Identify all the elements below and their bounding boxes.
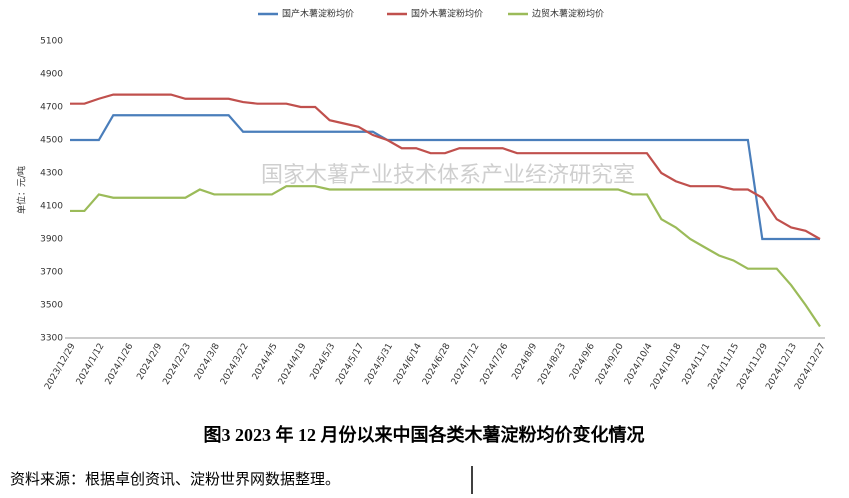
y-tick-label: 3900 — [40, 235, 63, 245]
series-line — [70, 93, 821, 240]
caption: 图3 2023 年 12 月份以来中国各类木薯淀粉均价变化情况 — [204, 424, 645, 445]
x-tick-label: 2024/7/26 — [479, 342, 511, 387]
y-tick-label: 4100 — [40, 202, 63, 212]
y-tick-label: 3700 — [40, 268, 63, 278]
x-tick-label: 2024/8/23 — [536, 342, 568, 387]
x-tick-label: 2024/5/3 — [309, 342, 338, 382]
x-tick-label: 2024/3/8 — [193, 342, 222, 382]
x-tick-label: 2024/9/20 — [594, 342, 626, 387]
y-tick-label: 4900 — [40, 70, 63, 80]
x-tick-label: 2024/4/19 — [277, 342, 309, 387]
series-line — [70, 185, 821, 328]
series-line — [70, 114, 820, 241]
x-tick-label: 2024/9/6 — [568, 342, 597, 382]
x-tick-label: 2024/12/27 — [793, 342, 828, 392]
x-tick-label: 2024/1/12 — [75, 342, 107, 387]
x-tick-label: 2024/5/17 — [334, 342, 366, 387]
source: 资料来源：根据卓创资讯、淀粉世界网数据整理。 — [10, 470, 340, 488]
y-tick-label: 4300 — [40, 169, 63, 179]
x-tick-label: 2024/1/26 — [104, 342, 136, 387]
legend-label: 国产木薯淀粉均价 — [282, 8, 354, 20]
x-tick-label: 2024/11/1 — [681, 342, 713, 387]
y-axis-label: 单位：元/吨 — [16, 166, 28, 214]
x-tick-label: 2024/5/31 — [363, 342, 395, 387]
x-tick-label: 2024/8/9 — [510, 342, 539, 382]
legend-label: 边贸木薯淀粉均价 — [532, 8, 604, 20]
x-tick-label: 2024/10/18 — [649, 342, 684, 392]
watermark: 国家木薯产业技术体系产业经济研究室 — [261, 163, 635, 188]
x-tick-label: 2023/12/29 — [43, 342, 78, 392]
x-tick-label: 2024/2/9 — [135, 342, 164, 382]
x-tick-label: 2024/6/28 — [421, 342, 453, 387]
x-tick-label: 2024/4/5 — [251, 342, 280, 382]
legend-label: 国外木薯淀粉均价 — [411, 8, 483, 20]
y-tick-label: 3500 — [40, 301, 63, 311]
x-tick-label: 2024/7/12 — [450, 342, 482, 387]
y-tick-label: 3300 — [40, 334, 63, 344]
y-tick-label: 4700 — [40, 103, 63, 113]
x-tick-label: 2024/3/22 — [219, 342, 251, 387]
y-tick-label: 4500 — [40, 136, 63, 146]
x-tick-label: 2024/10/4 — [623, 342, 655, 387]
x-tick-label: 2024/6/14 — [392, 342, 424, 387]
y-tick-label: 5100 — [40, 37, 63, 47]
x-tick-label: 2024/2/23 — [161, 342, 193, 387]
